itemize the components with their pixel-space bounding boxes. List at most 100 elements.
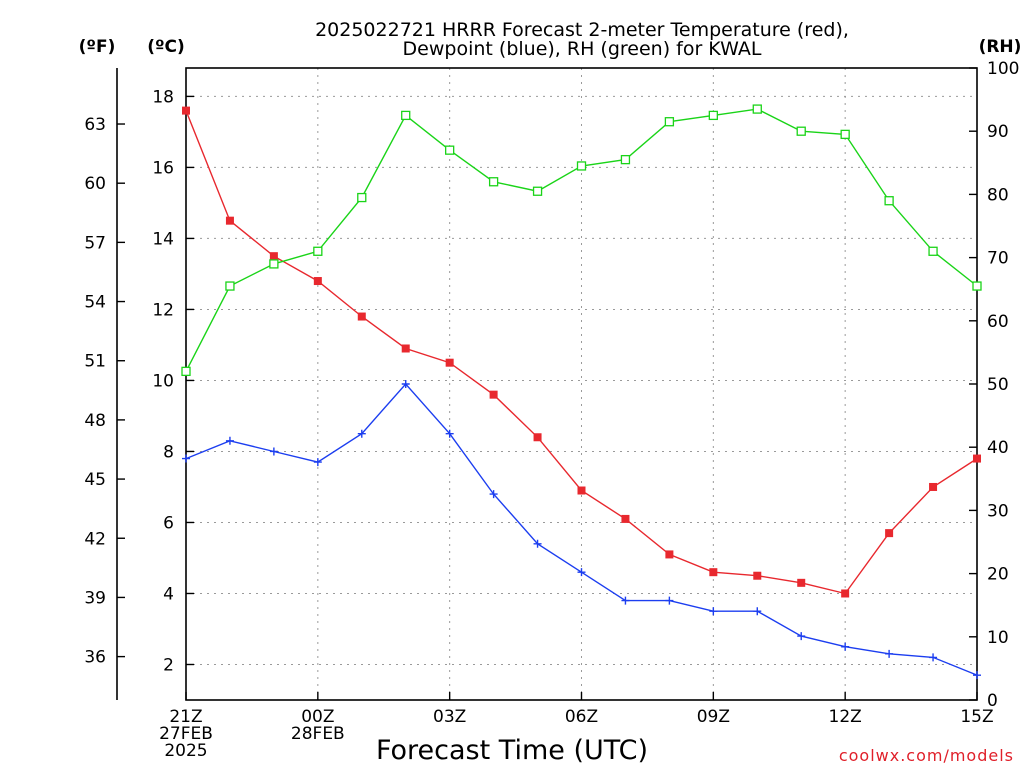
x-axis-title: Forecast Time (UTC) [376, 735, 648, 766]
dewpoint-data-point [709, 607, 718, 616]
chart-title-line-2: Dewpoint (blue), RH (green) for KWAL [403, 38, 762, 60]
grid-lines [186, 68, 977, 700]
rh-tick-label: 0 [987, 691, 998, 711]
temperature-data-point [577, 486, 586, 495]
rh-data-point [313, 246, 323, 256]
temperature-data-point [225, 216, 234, 225]
dewpoint-data-point [621, 596, 630, 605]
celsius-tick-label: 18 [152, 87, 174, 107]
temperature-data-point [533, 433, 542, 442]
rh-data-point [576, 161, 587, 171]
temperature-data-point [401, 344, 410, 353]
temperature-data-point [182, 106, 190, 115]
dewpoint-data-point [665, 596, 674, 605]
rh-data-point [708, 110, 718, 121]
dewpoint-data-point [753, 607, 762, 616]
temperature-data-point [621, 514, 630, 523]
rh-data-point [664, 117, 675, 127]
dewpoint-data-point [489, 490, 498, 499]
fahrenheit-tick-label: 57 [84, 233, 106, 253]
rh-data-point [532, 186, 543, 196]
x-tick-label: 09Z [697, 707, 730, 727]
celsius-tick-label: 12 [152, 300, 174, 320]
fahrenheit-tick-label: 48 [84, 411, 106, 431]
rh-data-point [181, 366, 191, 377]
axes [116, 67, 978, 701]
data-series [181, 104, 982, 680]
rh-data-point [488, 177, 499, 187]
rh-tick-label: 40 [987, 438, 1009, 458]
celsius-tick-label: 4 [163, 584, 174, 604]
credit-link[interactable]: coolwx.com/models [839, 746, 1014, 765]
fahrenheit-tick-label: 42 [84, 529, 106, 549]
dewpoint-data-point [445, 429, 454, 438]
celsius-tick-label: 6 [163, 513, 174, 533]
rh-data-point [840, 129, 850, 140]
fahrenheit-tick-label: 60 [84, 174, 106, 194]
fahrenheit-tick-label: 39 [84, 588, 106, 608]
celsius-tick-label: 10 [152, 371, 174, 391]
dewpoint-data-point [225, 436, 234, 445]
rh-tick-label: 90 [987, 122, 1009, 142]
rh-data-point [269, 259, 279, 269]
dewpoint-data-point [797, 632, 806, 641]
dewpoint-data-point [973, 671, 981, 680]
rh-tick-label: 70 [987, 249, 1009, 269]
dewpoint-data-point [182, 454, 190, 463]
celsius-unit-label: (ºC) [147, 37, 185, 57]
dewpoint-data-point [533, 539, 542, 548]
tick-labels: 2 4 6 8 10 12 14 16 18 36 39 42 45 48 51 54 57 60 63 0 10 20 3… [84, 59, 1019, 761]
temperature-data-point [753, 571, 762, 580]
fahrenheit-tick-label: 63 [84, 115, 106, 135]
celsius-tick-label: 14 [152, 229, 174, 249]
celsius-tick-label: 2 [163, 655, 174, 675]
rh-data-point [928, 246, 938, 256]
temperature-data-point [885, 529, 894, 538]
rh-data-point [884, 196, 894, 206]
fahrenheit-unit-label: (ºF) [79, 37, 116, 57]
rh-data-point [972, 281, 982, 291]
celsius-tick-label: 16 [152, 158, 174, 178]
rh-tick-label: 10 [987, 628, 1009, 648]
dewpoint-data-point [269, 447, 278, 456]
temperature-data-point [973, 454, 981, 463]
x-tick-label: 21Z [169, 707, 202, 727]
rh-tick-label: 20 [987, 565, 1009, 585]
temperature-data-point [489, 390, 498, 399]
rh-tick-label: 30 [987, 501, 1009, 521]
temperature-series-line [185, 110, 978, 595]
celsius-tick-label: 8 [163, 442, 174, 462]
x-tick-label: 2025 [164, 741, 207, 761]
rh-tick-label: 50 [987, 375, 1009, 395]
temperature-data-point [841, 589, 850, 598]
temperature-data-point [709, 568, 718, 577]
dewpoint-data-point [885, 649, 894, 658]
temperature-data-point [797, 578, 806, 587]
rh-data-point [752, 104, 762, 114]
fahrenheit-tick-label: 36 [84, 648, 106, 668]
x-tick-label: 12Z [829, 707, 862, 727]
dewpoint-data-point [841, 642, 850, 651]
dewpoint-data-point [929, 653, 938, 662]
chart-title-line-1: 2025022721 HRRR Forecast 2-meter Tempera… [315, 19, 849, 41]
rh-data-point [357, 192, 367, 203]
rh-data-point [445, 145, 455, 155]
x-tick-label: 28FEB [291, 724, 345, 744]
rh-data-point [225, 281, 235, 291]
dewpoint-data-point [313, 458, 322, 467]
temperature-data-point [665, 550, 674, 559]
temperature-data-point [357, 312, 366, 321]
x-tick-label: 03Z [433, 707, 466, 727]
rh-tick-label: 80 [987, 185, 1009, 205]
rh-data-point [401, 110, 411, 121]
x-tick-label: 27FEB [159, 724, 213, 744]
fahrenheit-tick-label: 45 [84, 470, 106, 490]
rh-data-point [796, 126, 806, 136]
rh-series-line [185, 108, 978, 372]
temperature-data-point [445, 358, 454, 367]
rh-unit-label: (RH) [979, 37, 1022, 57]
x-tick-label: 00Z [301, 707, 334, 727]
temperature-data-point [269, 252, 278, 261]
rh-data-point [620, 154, 631, 165]
